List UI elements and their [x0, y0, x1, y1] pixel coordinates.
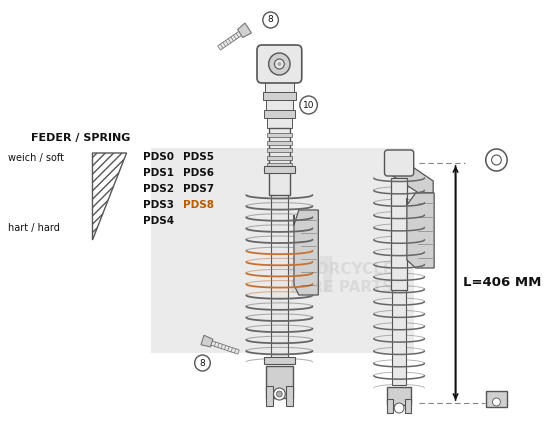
FancyBboxPatch shape — [267, 148, 292, 152]
Circle shape — [263, 12, 278, 28]
FancyBboxPatch shape — [384, 150, 413, 176]
FancyBboxPatch shape — [267, 163, 292, 167]
Text: M: M — [287, 254, 336, 302]
FancyBboxPatch shape — [264, 357, 295, 364]
Circle shape — [300, 96, 318, 114]
Polygon shape — [294, 210, 318, 295]
FancyBboxPatch shape — [264, 166, 295, 173]
Circle shape — [275, 59, 284, 69]
Text: PDS1: PDS1 — [143, 168, 174, 178]
FancyBboxPatch shape — [271, 170, 288, 362]
Circle shape — [395, 403, 404, 413]
FancyBboxPatch shape — [405, 399, 411, 413]
Text: PDS8: PDS8 — [183, 200, 214, 210]
Polygon shape — [218, 32, 242, 50]
FancyBboxPatch shape — [267, 155, 292, 159]
FancyBboxPatch shape — [267, 118, 292, 128]
Text: SPARE PARTS: SPARE PARTS — [279, 281, 393, 295]
FancyBboxPatch shape — [264, 110, 295, 118]
Text: FEDER / SPRING: FEDER / SPRING — [31, 133, 131, 143]
FancyBboxPatch shape — [266, 100, 293, 110]
Text: 8: 8 — [200, 359, 205, 368]
Text: PDS6: PDS6 — [183, 168, 214, 178]
Text: PDS3: PDS3 — [143, 200, 174, 210]
Text: PDS4: PDS4 — [143, 216, 174, 226]
FancyBboxPatch shape — [387, 399, 393, 413]
FancyBboxPatch shape — [391, 178, 407, 290]
Text: 8: 8 — [268, 16, 273, 25]
Circle shape — [195, 355, 210, 371]
Text: PDS5: PDS5 — [183, 152, 214, 162]
Polygon shape — [407, 193, 434, 268]
Text: L=406 MM: L=406 MM — [463, 277, 542, 290]
Polygon shape — [238, 23, 252, 38]
Polygon shape — [391, 163, 433, 193]
FancyBboxPatch shape — [267, 140, 292, 145]
FancyBboxPatch shape — [268, 128, 290, 195]
FancyBboxPatch shape — [392, 290, 406, 385]
FancyBboxPatch shape — [265, 80, 294, 92]
Text: MOTORCYCLE: MOTORCYCLE — [278, 262, 394, 278]
Circle shape — [277, 62, 281, 66]
Circle shape — [268, 53, 290, 75]
Circle shape — [276, 391, 282, 397]
FancyBboxPatch shape — [286, 386, 293, 406]
FancyBboxPatch shape — [263, 92, 296, 100]
Polygon shape — [201, 335, 213, 347]
Text: weich / soft: weich / soft — [8, 153, 64, 163]
Text: PDS7: PDS7 — [183, 184, 214, 194]
Bar — [151, 148, 413, 353]
FancyBboxPatch shape — [387, 387, 411, 405]
Circle shape — [493, 398, 501, 406]
FancyBboxPatch shape — [266, 386, 272, 406]
Text: PDS0: PDS0 — [143, 152, 174, 162]
FancyBboxPatch shape — [266, 366, 293, 398]
Text: 10: 10 — [303, 100, 314, 110]
FancyBboxPatch shape — [267, 133, 292, 137]
Text: hart / hard: hart / hard — [8, 223, 60, 233]
Circle shape — [273, 388, 285, 400]
Text: PDS2: PDS2 — [143, 184, 174, 194]
FancyBboxPatch shape — [257, 45, 302, 83]
Polygon shape — [211, 341, 239, 354]
FancyBboxPatch shape — [486, 391, 507, 407]
